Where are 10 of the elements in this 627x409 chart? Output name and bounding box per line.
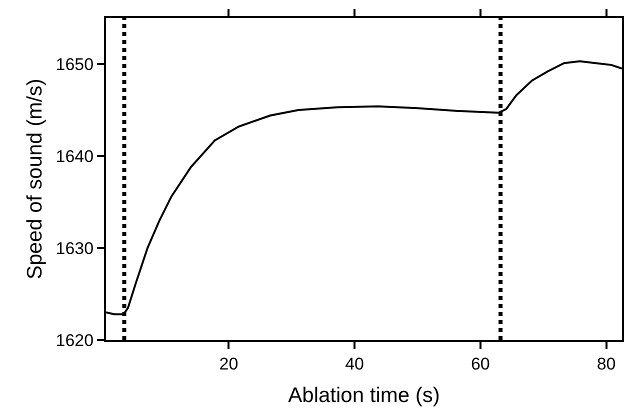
y-axis-title: Speed of sound (m/s): [23, 78, 46, 280]
y-tick-label: 1650: [56, 54, 94, 74]
y-tick-label: 1640: [56, 146, 94, 166]
x-tick-label: 80: [596, 354, 616, 374]
x-tick-label: 40: [345, 354, 364, 374]
y-tick-label: 1620: [56, 330, 94, 350]
x-tick-label: 20: [219, 354, 238, 374]
y-tick-label: 1630: [56, 238, 94, 258]
x-axis-title: Ablation time (s): [288, 384, 440, 408]
x-tick-label: 60: [470, 354, 490, 374]
